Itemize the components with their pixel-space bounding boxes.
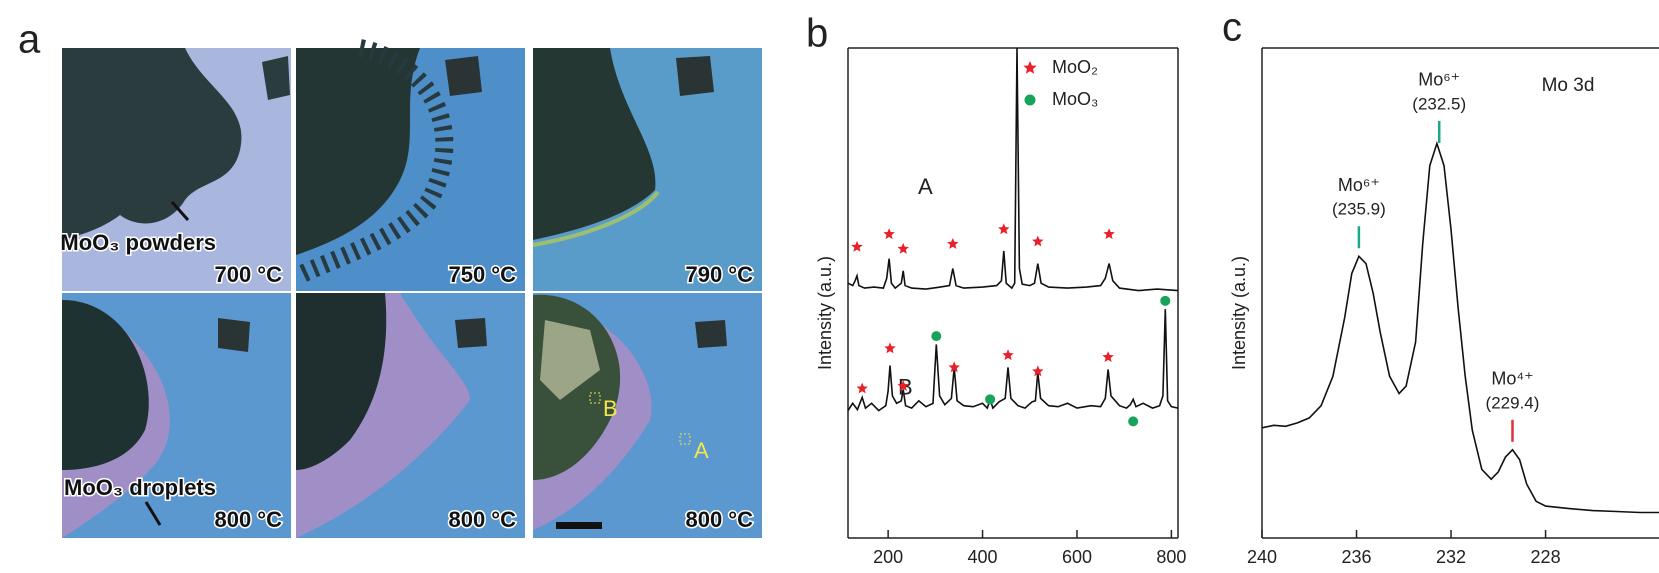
legend-label: MoO₂ [1052, 57, 1098, 77]
peak-position: (229.4) [1486, 393, 1540, 412]
micrograph [296, 293, 525, 538]
marker [856, 382, 868, 394]
panel-label: c [1222, 6, 1242, 50]
marker [1103, 228, 1115, 240]
temperature-label: 790 °C [685, 262, 753, 287]
peak-position: (235.9) [1332, 200, 1386, 219]
peak-ion: Mo⁶⁺ [1418, 70, 1460, 90]
marker [883, 228, 895, 240]
marker [1160, 295, 1171, 306]
legend-marker [1024, 94, 1036, 106]
temperature-label: 800 °C [448, 507, 516, 532]
spectrum-line [847, 47, 1179, 292]
marker [948, 361, 960, 373]
marker [1002, 349, 1014, 361]
temperature-label: 700 °C [214, 262, 282, 287]
x-tick-label: 236 [1342, 547, 1372, 567]
legend-marker [1023, 61, 1037, 74]
x-tick-label: 240 [1247, 547, 1277, 567]
marker [1032, 235, 1044, 247]
chart-title: Mo 3d [1542, 75, 1595, 96]
y-axis-label: Intensity (a.u.) [1229, 256, 1249, 370]
x-tick-label: 600 [1062, 547, 1092, 567]
micrograph [62, 48, 291, 291]
peak-position: (232.5) [1412, 94, 1466, 113]
marker [1102, 351, 1114, 362]
panel-label: a [18, 18, 41, 62]
x-tick-label: 228 [1531, 547, 1561, 567]
marker [851, 240, 863, 252]
x-tick-label: 400 [968, 547, 998, 567]
peak-ion: Mo⁴⁺ [1491, 369, 1533, 389]
marker [985, 394, 996, 405]
marker [897, 380, 909, 391]
marker [931, 331, 942, 342]
x-tick-label: 200 [873, 547, 903, 567]
temperature-label: 800 °C [214, 507, 282, 532]
temperature-label: 750 °C [448, 262, 516, 287]
micrograph-label: MoO₃ powders [60, 230, 216, 255]
micrograph-label: MoO₃ droplets [64, 475, 216, 500]
series-label: A [918, 174, 933, 199]
temperature-label: 800 °C [685, 507, 753, 532]
peak-ion: Mo⁶⁺ [1338, 175, 1380, 195]
panel-label: b [806, 12, 828, 56]
legend-label: MoO₃ [1052, 89, 1098, 109]
marker [897, 242, 909, 254]
micrograph [532, 48, 762, 291]
marker [884, 342, 896, 354]
marker [947, 238, 959, 249]
point-label: A [694, 438, 709, 463]
spectrum-line [847, 309, 1179, 412]
marker [1032, 365, 1044, 377]
marker [1128, 416, 1139, 427]
marker [998, 223, 1010, 235]
point-label: B [603, 396, 618, 421]
micrograph [295, 39, 525, 291]
y-axis-label: Intensity (a.u.) [815, 256, 835, 370]
micrograph [533, 293, 762, 538]
x-tick-label: 800 [1156, 547, 1186, 567]
spectrum-line [1261, 140, 1659, 514]
x-tick-label: 232 [1436, 547, 1466, 567]
micrograph [62, 293, 291, 538]
